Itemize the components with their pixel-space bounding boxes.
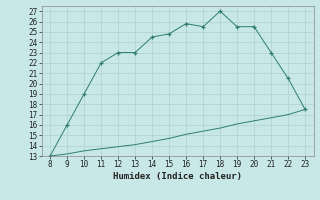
X-axis label: Humidex (Indice chaleur): Humidex (Indice chaleur)	[113, 172, 242, 181]
